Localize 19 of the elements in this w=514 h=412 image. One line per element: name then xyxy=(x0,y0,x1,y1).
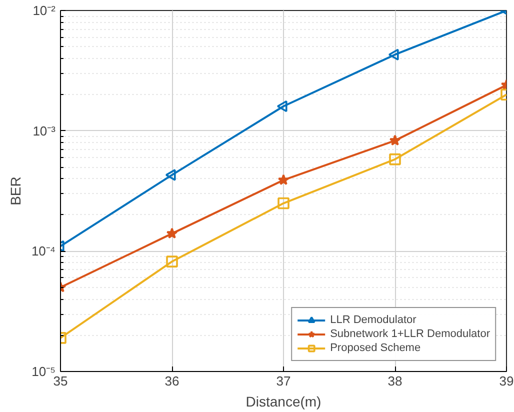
legend-label: Proposed Scheme xyxy=(330,341,421,355)
legend-label: Subnetwork 1+LLR Demodulator xyxy=(330,327,490,341)
x-tick-label: 38 xyxy=(388,374,402,388)
point xyxy=(166,228,178,239)
point xyxy=(166,256,178,268)
x-tick-label: 39 xyxy=(499,374,514,388)
point xyxy=(278,197,290,210)
y-tick-label: 10⁻³ xyxy=(32,123,56,138)
x-axis-title: Distance(m) xyxy=(246,394,322,410)
x-tick-label: 37 xyxy=(276,374,291,388)
y-tick-label: 10⁻⁴ xyxy=(31,244,56,259)
point xyxy=(388,48,399,61)
point xyxy=(278,174,290,185)
y-axis-title: BER xyxy=(7,176,24,206)
legend-label: LLR Demodulator xyxy=(330,313,416,327)
x-tick-label: 35 xyxy=(53,374,68,388)
point xyxy=(276,100,288,112)
x-tick-label: 36 xyxy=(164,374,180,388)
y-tick-label: 10⁻² xyxy=(32,3,56,18)
